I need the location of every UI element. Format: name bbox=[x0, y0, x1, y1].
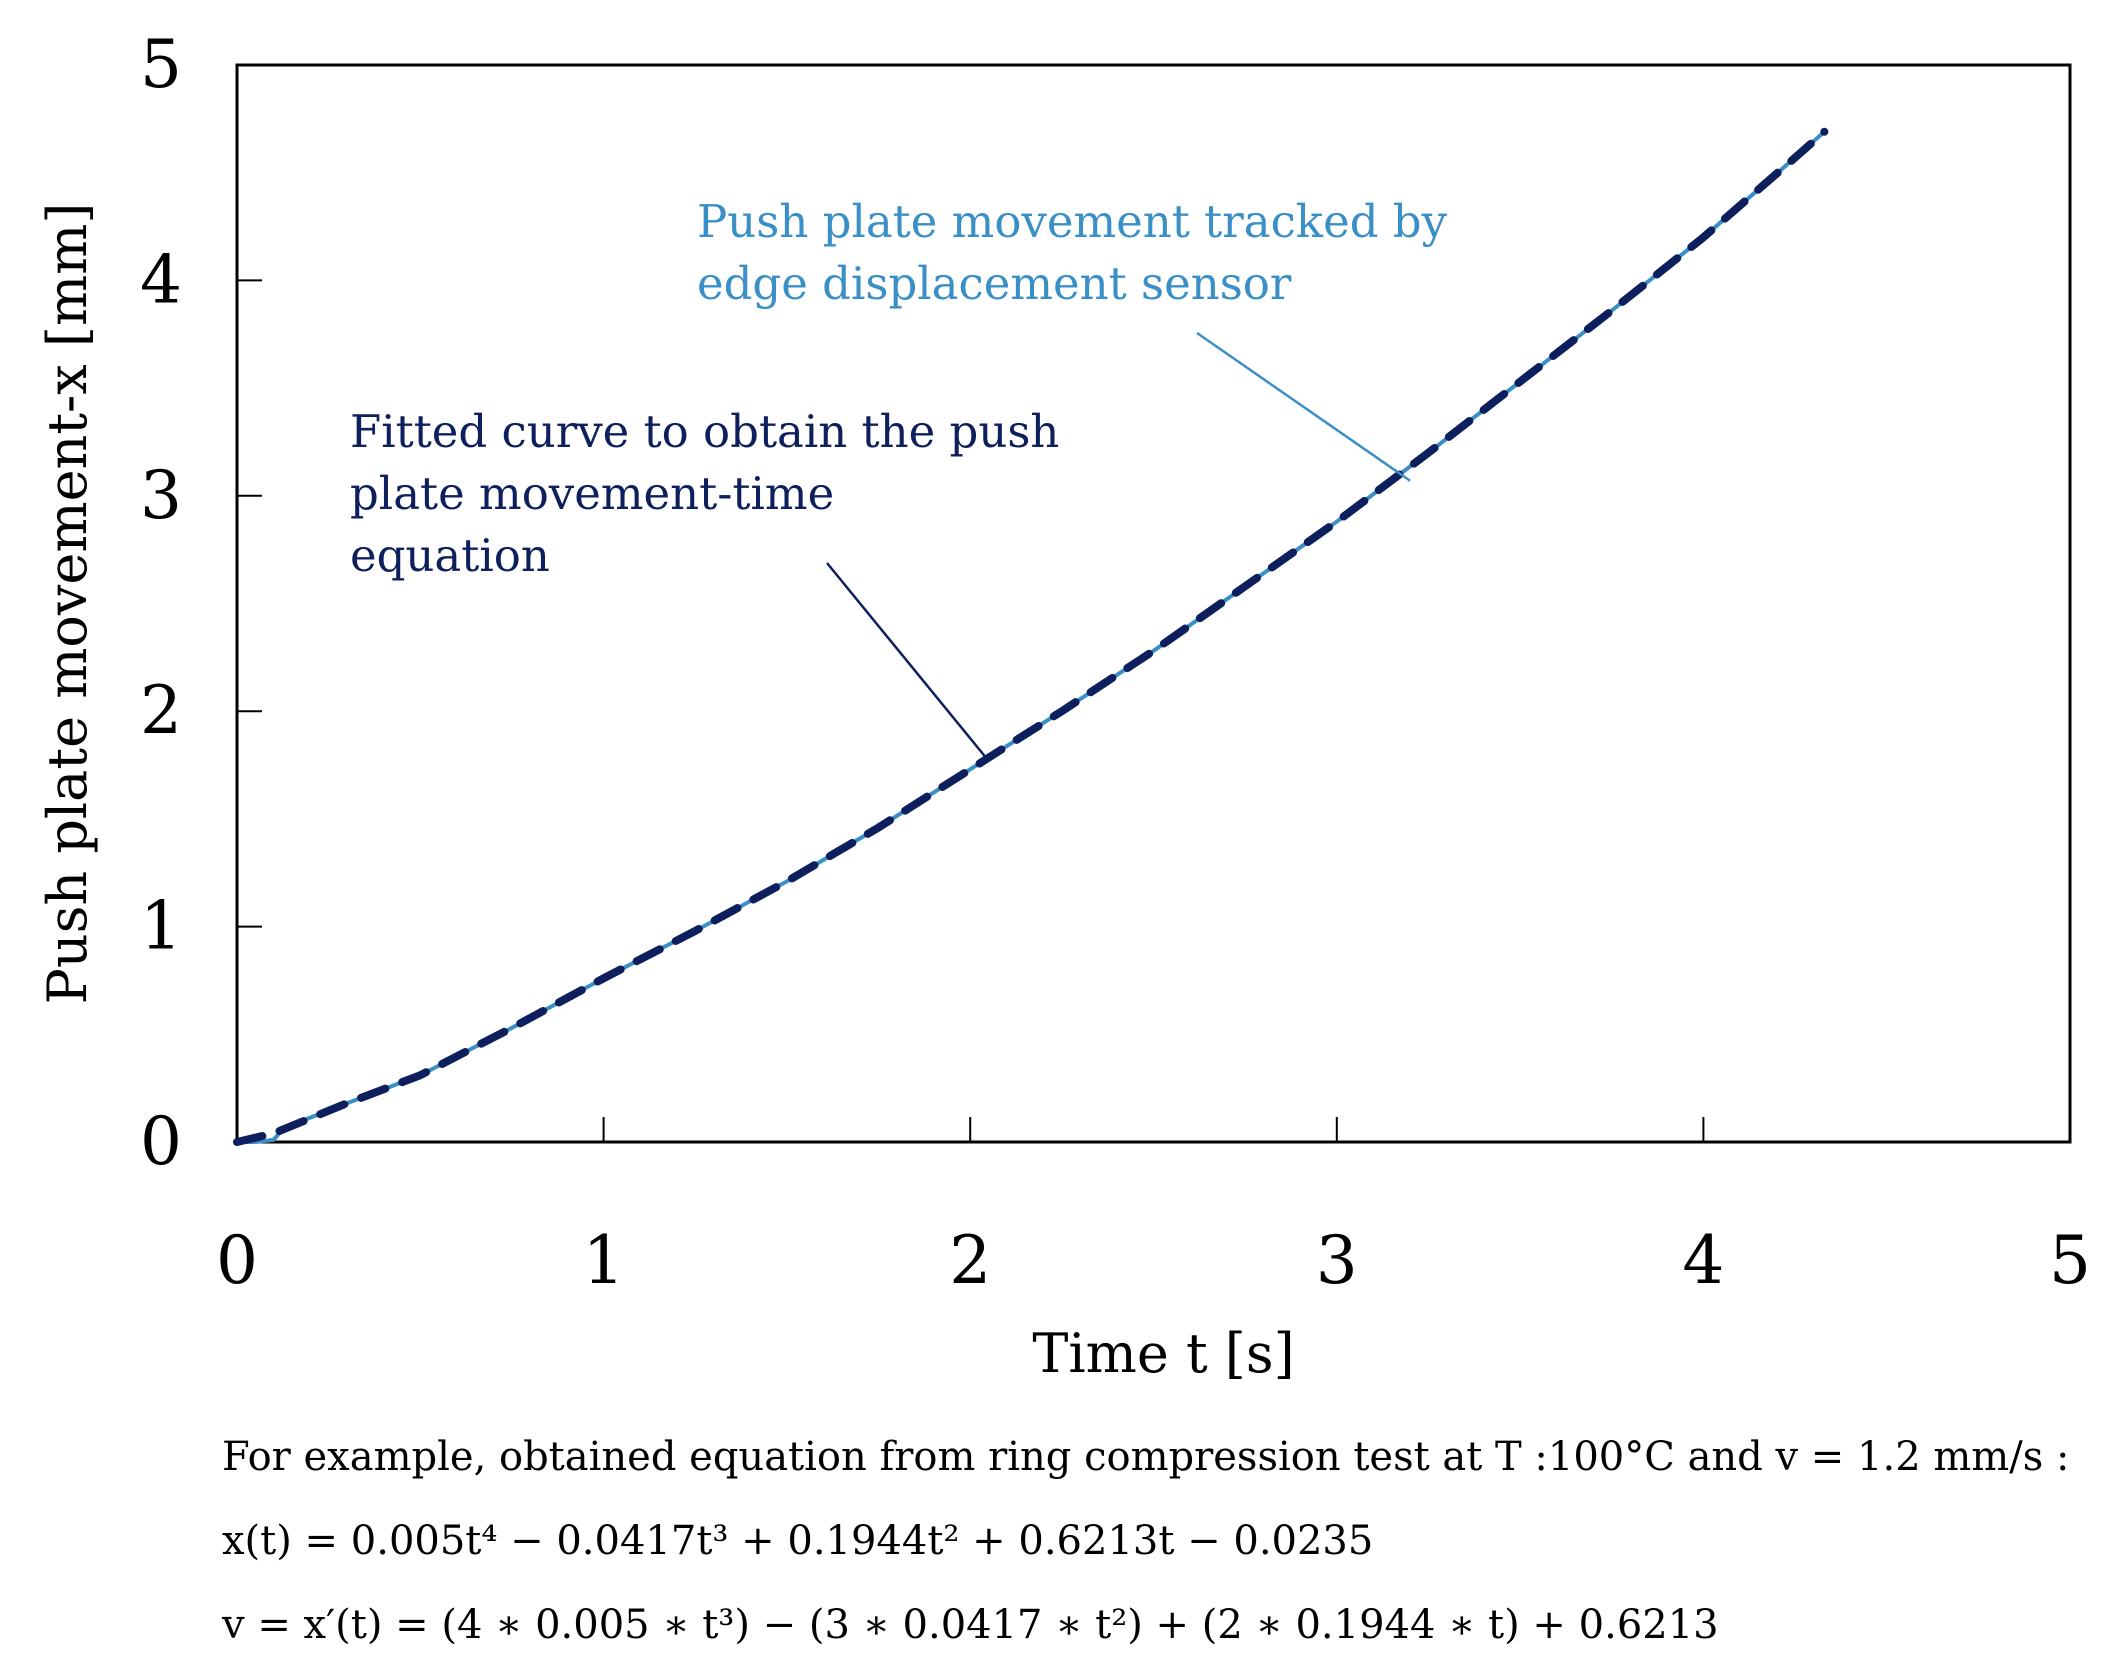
x-tick-label: 3 bbox=[1316, 1222, 1358, 1299]
annotation-line: plate movement-time bbox=[350, 467, 834, 520]
y-tick-label: 2 bbox=[140, 672, 182, 749]
equation-intro: For example, obtained equation from ring… bbox=[222, 1434, 2070, 1480]
y-tick-label: 4 bbox=[140, 241, 182, 318]
x-tick-label: 4 bbox=[1682, 1222, 1724, 1299]
annotation-line: Fitted curve to obtain the push bbox=[350, 405, 1059, 458]
annotation-leader-line bbox=[826, 562, 990, 762]
series-layer bbox=[233, 127, 1829, 1146]
x-tick-label: 5 bbox=[2049, 1222, 2091, 1299]
y-tick-label: 3 bbox=[140, 457, 182, 534]
velocity-equation: v = x′(t) = (4 ∗ 0.005 ∗ t³) − (3 ∗ 0.04… bbox=[222, 1602, 1719, 1648]
y-tick-label: 5 bbox=[140, 26, 182, 103]
x-axis-title: Time t [s] bbox=[1032, 1322, 1294, 1385]
y-axis-ticks: 0 1 2 3 4 5 bbox=[140, 26, 262, 1180]
chart: 0 1 2 3 4 5 0 1 2 3 4 5 Push plate movement tracke… bbox=[36, 26, 2091, 1385]
fitted-curve-series bbox=[233, 127, 1829, 1146]
annotation-layer: Push plate movement tracked by edge displ… bbox=[350, 195, 1448, 762]
annotation-label: Fitted curve to obtain the push plate mov… bbox=[350, 405, 1059, 582]
y-tick-label: 1 bbox=[140, 888, 182, 965]
position-equation: x(t) = 0.005t⁴ − 0.0417t³ + 0.1944t² + 0… bbox=[222, 1518, 1374, 1564]
annotation-leader-line bbox=[1196, 331, 1411, 482]
y-axis-title: Push plate movement-x [mm] bbox=[36, 203, 99, 1005]
y-tick-label: 0 bbox=[140, 1103, 182, 1180]
x-tick-label: 0 bbox=[216, 1222, 258, 1299]
equation-block: For example, obtained equation from ring… bbox=[222, 1415, 2102, 1667]
plot-frame bbox=[235, 63, 2072, 1144]
annotation-line: Push plate movement tracked by bbox=[697, 195, 1448, 248]
annotation-line: equation bbox=[350, 529, 550, 582]
x-tick-label: 2 bbox=[949, 1222, 991, 1299]
annotation-line: edge displacement sensor bbox=[697, 257, 1292, 310]
annotation-label: Push plate movement tracked by edge displ… bbox=[697, 195, 1448, 310]
x-tick-label: 1 bbox=[583, 1222, 625, 1299]
x-axis-ticks: 0 1 2 3 4 5 bbox=[216, 1117, 2091, 1299]
